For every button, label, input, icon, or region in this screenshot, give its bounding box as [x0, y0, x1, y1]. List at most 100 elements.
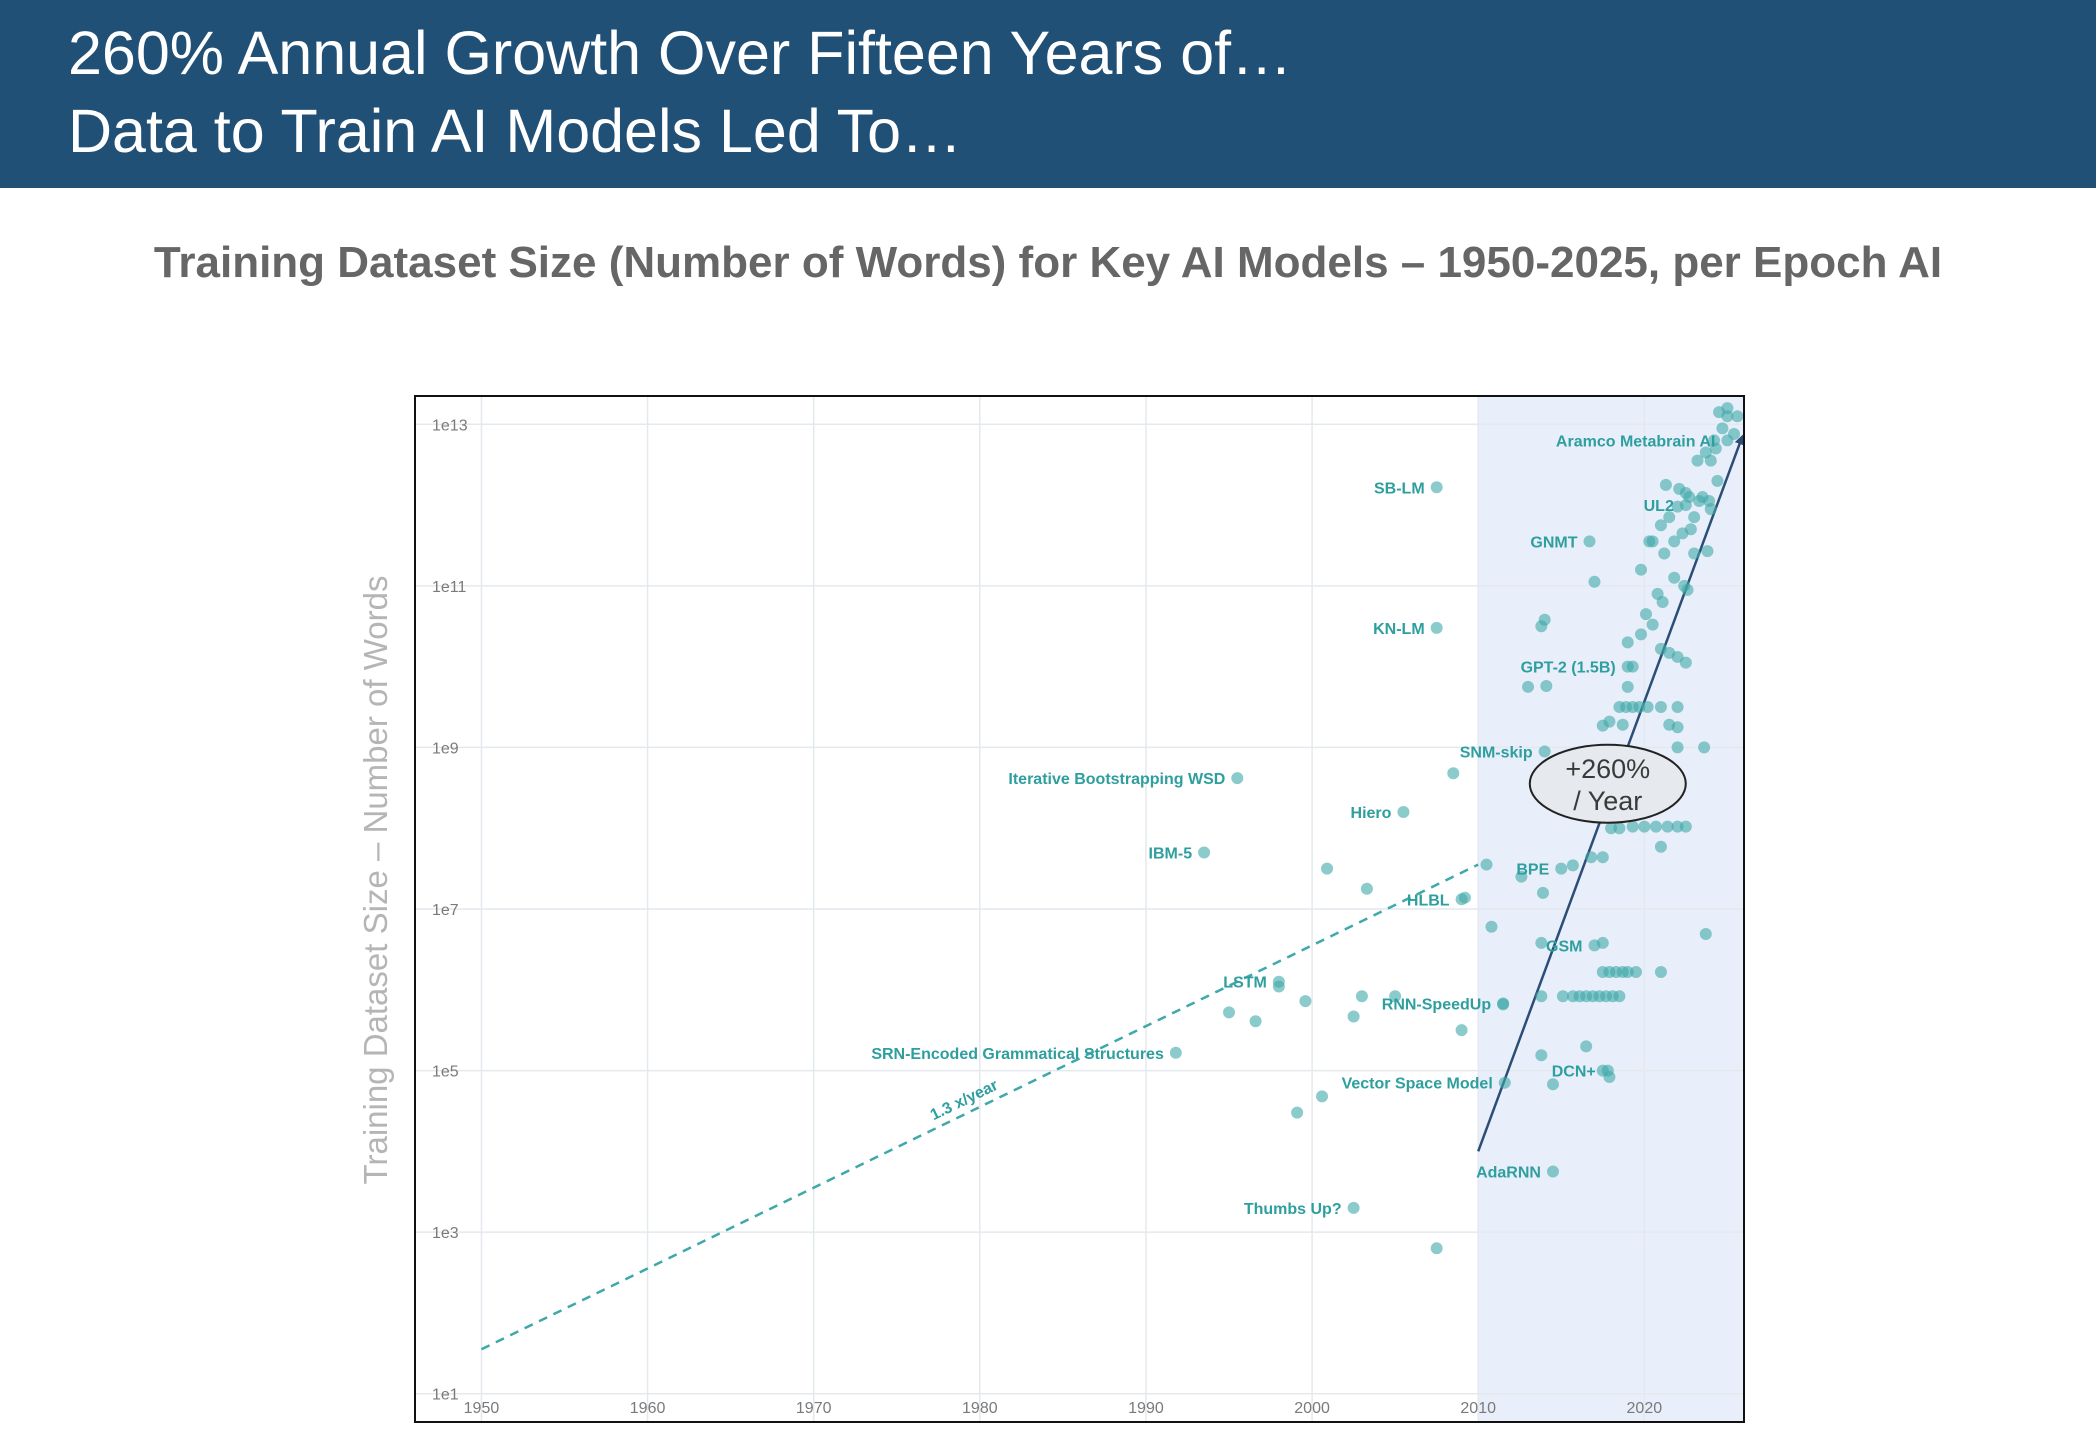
data-point: [1567, 859, 1579, 871]
data-point: [1655, 841, 1667, 853]
data-point: [1539, 614, 1551, 626]
data-point: [1223, 1006, 1235, 1018]
data-point: [1655, 701, 1667, 713]
data-point: [1588, 576, 1600, 588]
data-point: [1647, 619, 1659, 631]
data-point: [1622, 636, 1634, 648]
data-point: [1431, 1242, 1443, 1254]
data-point: [1356, 990, 1368, 1002]
data-point-labeled: [1539, 745, 1551, 757]
data-point: [1522, 681, 1534, 693]
data-point: [1640, 608, 1652, 620]
model-label: SNM-skip: [1460, 744, 1533, 761]
model-label: Thumbs Up?: [1244, 1201, 1342, 1218]
model-label: IBM-5: [1149, 845, 1193, 862]
data-point: [1655, 966, 1667, 978]
y-tick-label: 1e13: [432, 417, 468, 434]
x-tick-label: 1960: [630, 1400, 666, 1417]
y-tick-label: 1e11: [432, 579, 467, 596]
data-point: [1721, 402, 1733, 414]
x-tick-label: 1950: [464, 1400, 500, 1417]
data-point: [1585, 851, 1597, 863]
data-point: [1650, 821, 1662, 833]
data-point: [1711, 475, 1723, 487]
model-label: Vector Space Model: [1342, 1076, 1493, 1093]
data-point: [1622, 681, 1634, 693]
data-point-labeled: [1431, 622, 1443, 634]
data-point: [1642, 701, 1654, 713]
data-point: [1630, 966, 1642, 978]
data-point: [1685, 523, 1697, 535]
data-point-labeled: [1602, 1065, 1614, 1077]
growth-annotation-line-1: +260%: [1565, 754, 1650, 784]
data-point: [1701, 545, 1713, 557]
y-tick-label: 1e9: [432, 740, 459, 757]
data-point: [1597, 851, 1609, 863]
x-tick-label: 2000: [1294, 1400, 1330, 1417]
data-point: [1658, 548, 1670, 560]
model-label: GNMT: [1530, 534, 1577, 551]
model-label: GSM: [1546, 938, 1582, 955]
data-point: [1613, 990, 1625, 1002]
data-point: [1682, 584, 1694, 596]
data-point: [1700, 928, 1712, 940]
data-point: [1672, 721, 1684, 733]
data-point: [1485, 921, 1497, 933]
data-point-labeled: [1622, 661, 1634, 673]
model-label: RNN-SpeedUp: [1382, 997, 1492, 1014]
data-point: [1535, 990, 1547, 1002]
data-point-labeled: [1198, 846, 1210, 858]
data-point-labeled: [1348, 1202, 1360, 1214]
model-label: LSTM: [1223, 975, 1267, 992]
data-point: [1688, 511, 1700, 523]
data-point: [1537, 887, 1549, 899]
data-point: [1680, 821, 1692, 833]
data-point: [1617, 719, 1629, 731]
data-point: [1635, 628, 1647, 640]
data-point: [1299, 995, 1311, 1007]
data-point: [1447, 767, 1459, 779]
x-tick-label: 1970: [796, 1400, 832, 1417]
data-point: [1668, 572, 1680, 584]
data-point: [1348, 1010, 1360, 1022]
data-point-labeled: [1456, 893, 1468, 905]
data-point: [1698, 741, 1710, 753]
data-point-labeled: [1431, 481, 1443, 493]
data-point: [1688, 548, 1700, 560]
data-point: [1680, 657, 1692, 669]
x-tick-label: 2020: [1627, 1400, 1663, 1417]
data-point-labeled: [1170, 1047, 1182, 1059]
data-point: [1635, 564, 1647, 576]
data-point: [1535, 1049, 1547, 1061]
model-label: SRN-Encoded Grammatical Structures: [871, 1046, 1164, 1063]
data-point: [1321, 863, 1333, 875]
data-point-labeled: [1680, 499, 1692, 511]
x-tick-label: 2010: [1460, 1400, 1496, 1417]
model-label: Aramco Metabrain AI: [1556, 433, 1715, 450]
model-label: HLBL: [1407, 892, 1450, 909]
y-tick-label: 1e3: [432, 1225, 459, 1242]
data-point: [1673, 483, 1685, 495]
data-point-labeled: [1397, 806, 1409, 818]
model-label: Iterative Bootstrapping WSD: [1008, 771, 1225, 788]
data-point: [1481, 859, 1493, 871]
data-point: [1291, 1107, 1303, 1119]
data-point: [1703, 495, 1715, 507]
data-point-labeled: [1584, 535, 1596, 547]
growth-annotation-line-2: / Year: [1573, 786, 1642, 816]
data-point: [1705, 455, 1717, 467]
data-point-labeled: [1497, 998, 1509, 1010]
model-label: KN-LM: [1373, 621, 1425, 638]
x-tick-label: 1990: [1128, 1400, 1164, 1417]
data-point: [1316, 1090, 1328, 1102]
data-point-labeled: [1273, 976, 1285, 988]
data-point: [1638, 821, 1650, 833]
data-point: [1361, 883, 1373, 895]
data-point: [1657, 596, 1669, 608]
model-label: UL2: [1644, 498, 1674, 515]
model-label: GPT-2 (1.5B): [1521, 660, 1616, 677]
y-tick-label: 1e5: [432, 1064, 459, 1081]
data-point-labeled: [1547, 1166, 1559, 1178]
model-label: BPE: [1516, 862, 1549, 879]
